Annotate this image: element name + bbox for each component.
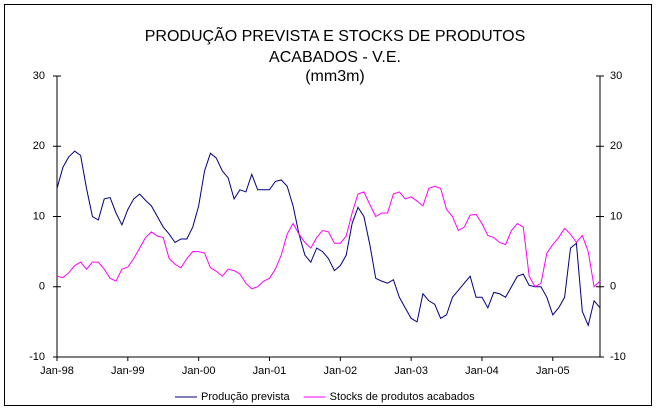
y-tick-label: 30 xyxy=(33,70,45,82)
y2-tick-label: 20 xyxy=(610,140,622,152)
x-tick-label: Jan-02 xyxy=(323,365,357,377)
y2-tick-label: -10 xyxy=(610,351,626,363)
x-tick-label: Jan-03 xyxy=(394,365,428,377)
y-tick-label: 0 xyxy=(39,281,45,293)
chart-border xyxy=(4,4,652,406)
y2-tick-label: 10 xyxy=(610,210,622,222)
y2-tick-label: 30 xyxy=(610,70,622,82)
y-tick-label: -10 xyxy=(29,351,45,363)
y2-tick-label: 0 xyxy=(610,281,616,293)
legend-label: Stocks de produtos acabados xyxy=(330,391,475,403)
chart-subtitle: (mm3m) xyxy=(305,68,365,85)
x-tick-label: Jan-99 xyxy=(111,365,145,377)
x-tick-label: Jan-00 xyxy=(182,365,216,377)
y-tick-label: 10 xyxy=(33,210,45,222)
x-tick-label: Jan-98 xyxy=(40,365,74,377)
series-line xyxy=(56,185,601,290)
x-tick-label: Jan-05 xyxy=(536,365,570,377)
y-tick-label: 20 xyxy=(33,140,45,152)
legend-label: Produção prevista xyxy=(201,391,291,403)
series-line xyxy=(56,150,601,327)
x-tick-label: Jan-04 xyxy=(465,365,499,377)
chart-title: PRODUÇÃO PREVISTA E STOCKS DE PRODUTOS A… xyxy=(144,28,526,66)
x-tick-label: Jan-01 xyxy=(253,365,287,377)
